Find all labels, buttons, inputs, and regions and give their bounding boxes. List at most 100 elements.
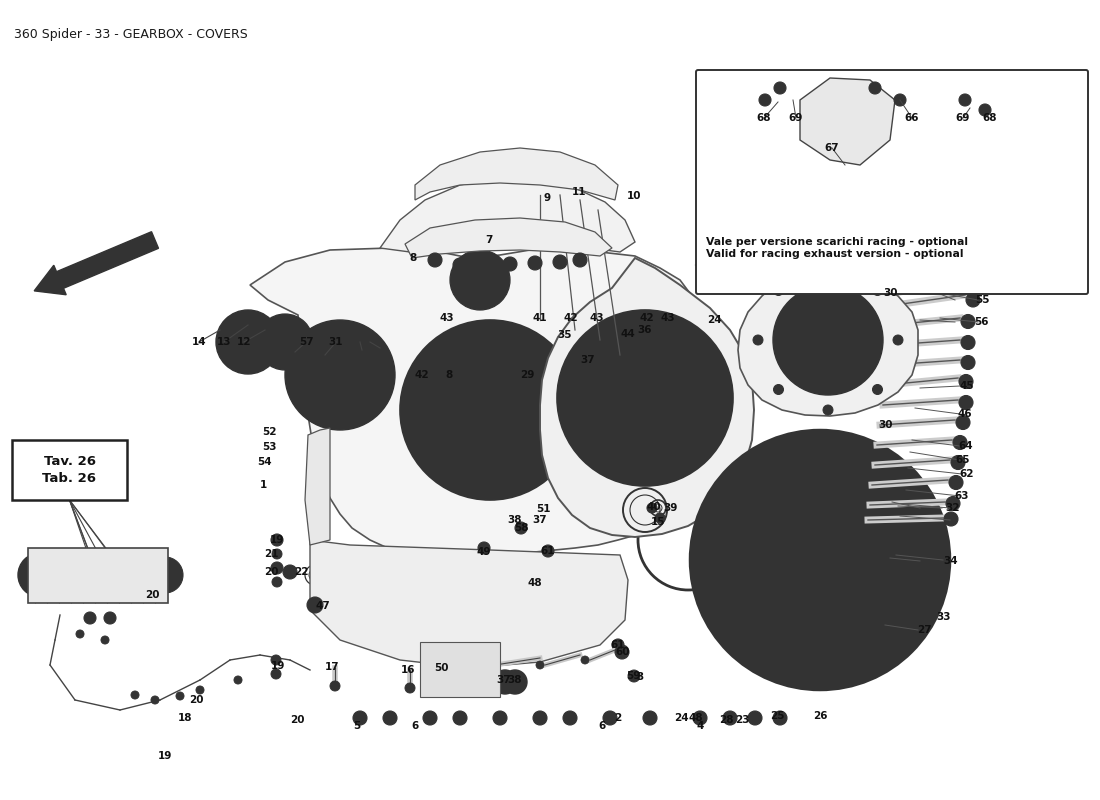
Circle shape bbox=[272, 577, 282, 587]
Text: 16: 16 bbox=[400, 665, 416, 675]
Circle shape bbox=[528, 256, 542, 270]
Circle shape bbox=[959, 374, 974, 389]
Circle shape bbox=[383, 711, 397, 725]
Circle shape bbox=[615, 645, 629, 659]
Text: 15: 15 bbox=[651, 517, 666, 527]
Text: 8: 8 bbox=[446, 370, 452, 380]
Circle shape bbox=[536, 661, 544, 669]
Text: 3: 3 bbox=[637, 672, 644, 682]
Bar bbox=[28, 548, 168, 603]
Text: 43: 43 bbox=[661, 313, 675, 323]
Text: 52: 52 bbox=[262, 427, 276, 437]
Circle shape bbox=[415, 335, 565, 485]
Text: 40: 40 bbox=[647, 502, 661, 512]
Circle shape bbox=[558, 393, 568, 403]
Text: 44: 44 bbox=[620, 329, 636, 339]
Circle shape bbox=[615, 315, 625, 325]
Polygon shape bbox=[405, 218, 612, 258]
Text: 62: 62 bbox=[959, 469, 975, 479]
Circle shape bbox=[813, 673, 827, 687]
Circle shape bbox=[813, 433, 827, 447]
Circle shape bbox=[271, 562, 283, 574]
Text: 4: 4 bbox=[696, 721, 704, 731]
Circle shape bbox=[104, 612, 116, 624]
Text: 65: 65 bbox=[956, 455, 970, 465]
Polygon shape bbox=[540, 258, 754, 537]
Circle shape bbox=[298, 333, 382, 417]
Circle shape bbox=[581, 656, 589, 664]
Circle shape bbox=[865, 498, 874, 509]
Circle shape bbox=[961, 314, 975, 329]
Text: 19: 19 bbox=[271, 661, 285, 671]
Text: 22: 22 bbox=[294, 567, 308, 577]
Text: 34: 34 bbox=[944, 556, 958, 566]
Text: 6: 6 bbox=[411, 721, 419, 731]
Circle shape bbox=[288, 336, 332, 380]
Text: 6: 6 bbox=[598, 721, 606, 731]
Text: 60: 60 bbox=[616, 647, 630, 657]
Circle shape bbox=[748, 711, 762, 725]
Circle shape bbox=[271, 534, 283, 546]
Circle shape bbox=[961, 355, 975, 370]
Circle shape bbox=[956, 415, 970, 430]
Text: 11: 11 bbox=[572, 187, 586, 197]
Text: 43: 43 bbox=[590, 313, 604, 323]
Circle shape bbox=[754, 335, 763, 345]
Circle shape bbox=[839, 626, 849, 636]
Text: 37: 37 bbox=[581, 355, 595, 365]
Circle shape bbox=[400, 320, 580, 500]
Text: 46: 46 bbox=[958, 409, 972, 419]
Circle shape bbox=[542, 545, 554, 557]
Polygon shape bbox=[695, 262, 918, 416]
Circle shape bbox=[285, 320, 395, 430]
Text: 37: 37 bbox=[497, 675, 512, 685]
Text: 9: 9 bbox=[543, 193, 551, 203]
Circle shape bbox=[450, 250, 510, 310]
Text: 42: 42 bbox=[415, 370, 429, 380]
Circle shape bbox=[773, 285, 883, 395]
Circle shape bbox=[76, 630, 84, 638]
Text: 19: 19 bbox=[157, 751, 173, 761]
Circle shape bbox=[283, 565, 297, 579]
Circle shape bbox=[575, 328, 715, 468]
Circle shape bbox=[791, 484, 801, 494]
Polygon shape bbox=[415, 148, 618, 200]
Circle shape bbox=[759, 94, 771, 106]
Circle shape bbox=[654, 513, 666, 523]
Text: 20: 20 bbox=[189, 695, 204, 705]
Text: 12: 12 bbox=[236, 337, 251, 347]
Circle shape bbox=[898, 468, 912, 482]
Circle shape bbox=[889, 570, 899, 580]
Circle shape bbox=[612, 639, 624, 651]
Circle shape bbox=[307, 597, 323, 613]
Circle shape bbox=[959, 94, 971, 106]
Text: 24: 24 bbox=[706, 315, 722, 325]
Text: 33: 33 bbox=[937, 612, 952, 622]
Circle shape bbox=[766, 611, 775, 622]
Text: 43: 43 bbox=[440, 313, 454, 323]
Polygon shape bbox=[310, 540, 628, 668]
Text: 64: 64 bbox=[959, 441, 974, 451]
Circle shape bbox=[872, 385, 882, 394]
Circle shape bbox=[478, 258, 492, 272]
Circle shape bbox=[493, 711, 507, 725]
Text: 19: 19 bbox=[270, 535, 284, 545]
Circle shape bbox=[706, 345, 716, 355]
Text: 42: 42 bbox=[640, 313, 654, 323]
FancyArrow shape bbox=[34, 232, 158, 294]
Circle shape bbox=[478, 542, 490, 554]
Circle shape bbox=[666, 471, 675, 481]
Polygon shape bbox=[250, 248, 700, 558]
Circle shape bbox=[574, 441, 584, 451]
Circle shape bbox=[773, 385, 783, 394]
Text: 30: 30 bbox=[883, 288, 899, 298]
Text: 38: 38 bbox=[508, 675, 522, 685]
Text: 35: 35 bbox=[558, 330, 572, 340]
Circle shape bbox=[894, 94, 906, 106]
Circle shape bbox=[271, 655, 281, 665]
Text: 30: 30 bbox=[879, 420, 893, 430]
Circle shape bbox=[196, 686, 204, 694]
Text: 61: 61 bbox=[610, 640, 625, 650]
Circle shape bbox=[493, 670, 517, 694]
Text: 37: 37 bbox=[532, 515, 548, 525]
